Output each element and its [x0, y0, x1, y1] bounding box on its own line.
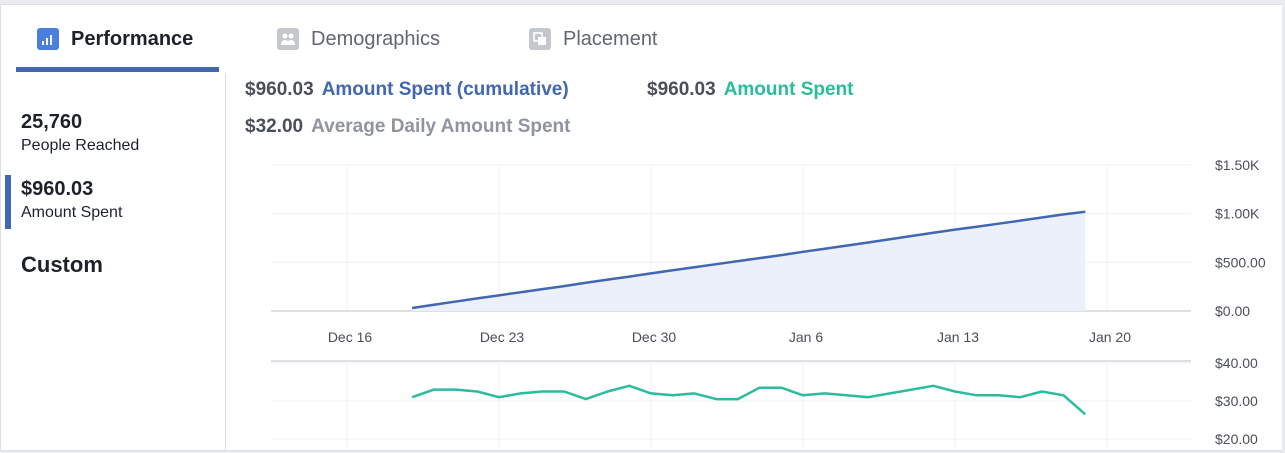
people-reached-label: People Reached: [21, 137, 140, 154]
y-tick-label: $0.00: [1215, 303, 1250, 319]
placement-icon: [529, 28, 551, 50]
performance-card: Performance Demographics Placement: [0, 4, 1282, 451]
metric-people-reached[interactable]: 25,760 People Reached: [21, 111, 139, 155]
summary-cumulative-amount: $960.03: [245, 79, 314, 100]
x-tick-label: Dec 23: [480, 329, 525, 345]
summary-spent-amount: $960.03: [647, 79, 716, 100]
cumulative-line: [411, 210, 1086, 310]
y-tick-label: $500.00: [1215, 254, 1266, 270]
tab-demographics[interactable]: Demographics: [277, 5, 440, 73]
y-tick-label: $30.00: [1215, 393, 1258, 409]
amount-spent-label: Amount Spent: [21, 204, 123, 221]
cumulative-area: [412, 211, 1086, 311]
performance-chart[interactable]: $0.00 $500.00 $1.00K $1.50K Dec 16 Dec 23 Dec …: [1, 5, 1282, 450]
x-tick-label: Dec 30: [632, 329, 677, 345]
bar-chart-icon: [37, 28, 59, 50]
y-tick-label: $20.00: [1215, 431, 1258, 447]
tab-placement-label: Placement: [563, 27, 658, 50]
tab-demographics-label: Demographics: [311, 27, 440, 50]
summary-average-amount: $32.00: [245, 116, 304, 137]
tab-bar: Performance Demographics Placement: [1, 5, 1282, 73]
tab-performance-label: Performance: [71, 27, 194, 50]
y-tick-label: $1.00K: [1215, 206, 1260, 222]
metric-amount-spent[interactable]: $960.03 Amount Spent: [21, 178, 122, 222]
summary-spent-label: Amount Spent: [723, 79, 854, 100]
custom-metric-option[interactable]: Custom: [21, 252, 103, 277]
people-icon: [277, 28, 299, 50]
summary-amount-spent: $960.03 Amount Spent: [647, 79, 854, 101]
summary-average-daily: $32.00 Average Daily Amount Spent: [245, 116, 571, 138]
summary-average-label: Average Daily Amount Spent: [311, 116, 571, 137]
metrics-sidebar: [1, 73, 226, 450]
x-tick-label: Jan 6: [789, 329, 823, 345]
amount-spent-value: $960.03: [21, 178, 94, 200]
people-reached-value: 25,760: [21, 111, 83, 133]
tab-placement[interactable]: Placement: [529, 5, 658, 73]
daily-spent-line: [411, 384, 1087, 416]
active-tab-indicator: [16, 67, 219, 72]
x-tick-label: Jan 13: [937, 329, 979, 345]
summary-cumulative-label: Amount Spent (cumulative): [321, 79, 569, 100]
x-tick-label: Dec 16: [328, 329, 373, 345]
chart-summary: $960.03 Amount Spent (cumulative) $960.03…: [245, 75, 1245, 155]
summary-cumulative: $960.03 Amount Spent (cumulative): [245, 79, 569, 101]
y-tick-label: $1.50K: [1215, 157, 1260, 173]
tab-performance[interactable]: Performance: [37, 5, 193, 73]
x-tick-label: Jan 20: [1089, 329, 1131, 345]
y-tick-label: $40.00: [1215, 355, 1258, 371]
selected-metric-indicator: [5, 175, 11, 229]
